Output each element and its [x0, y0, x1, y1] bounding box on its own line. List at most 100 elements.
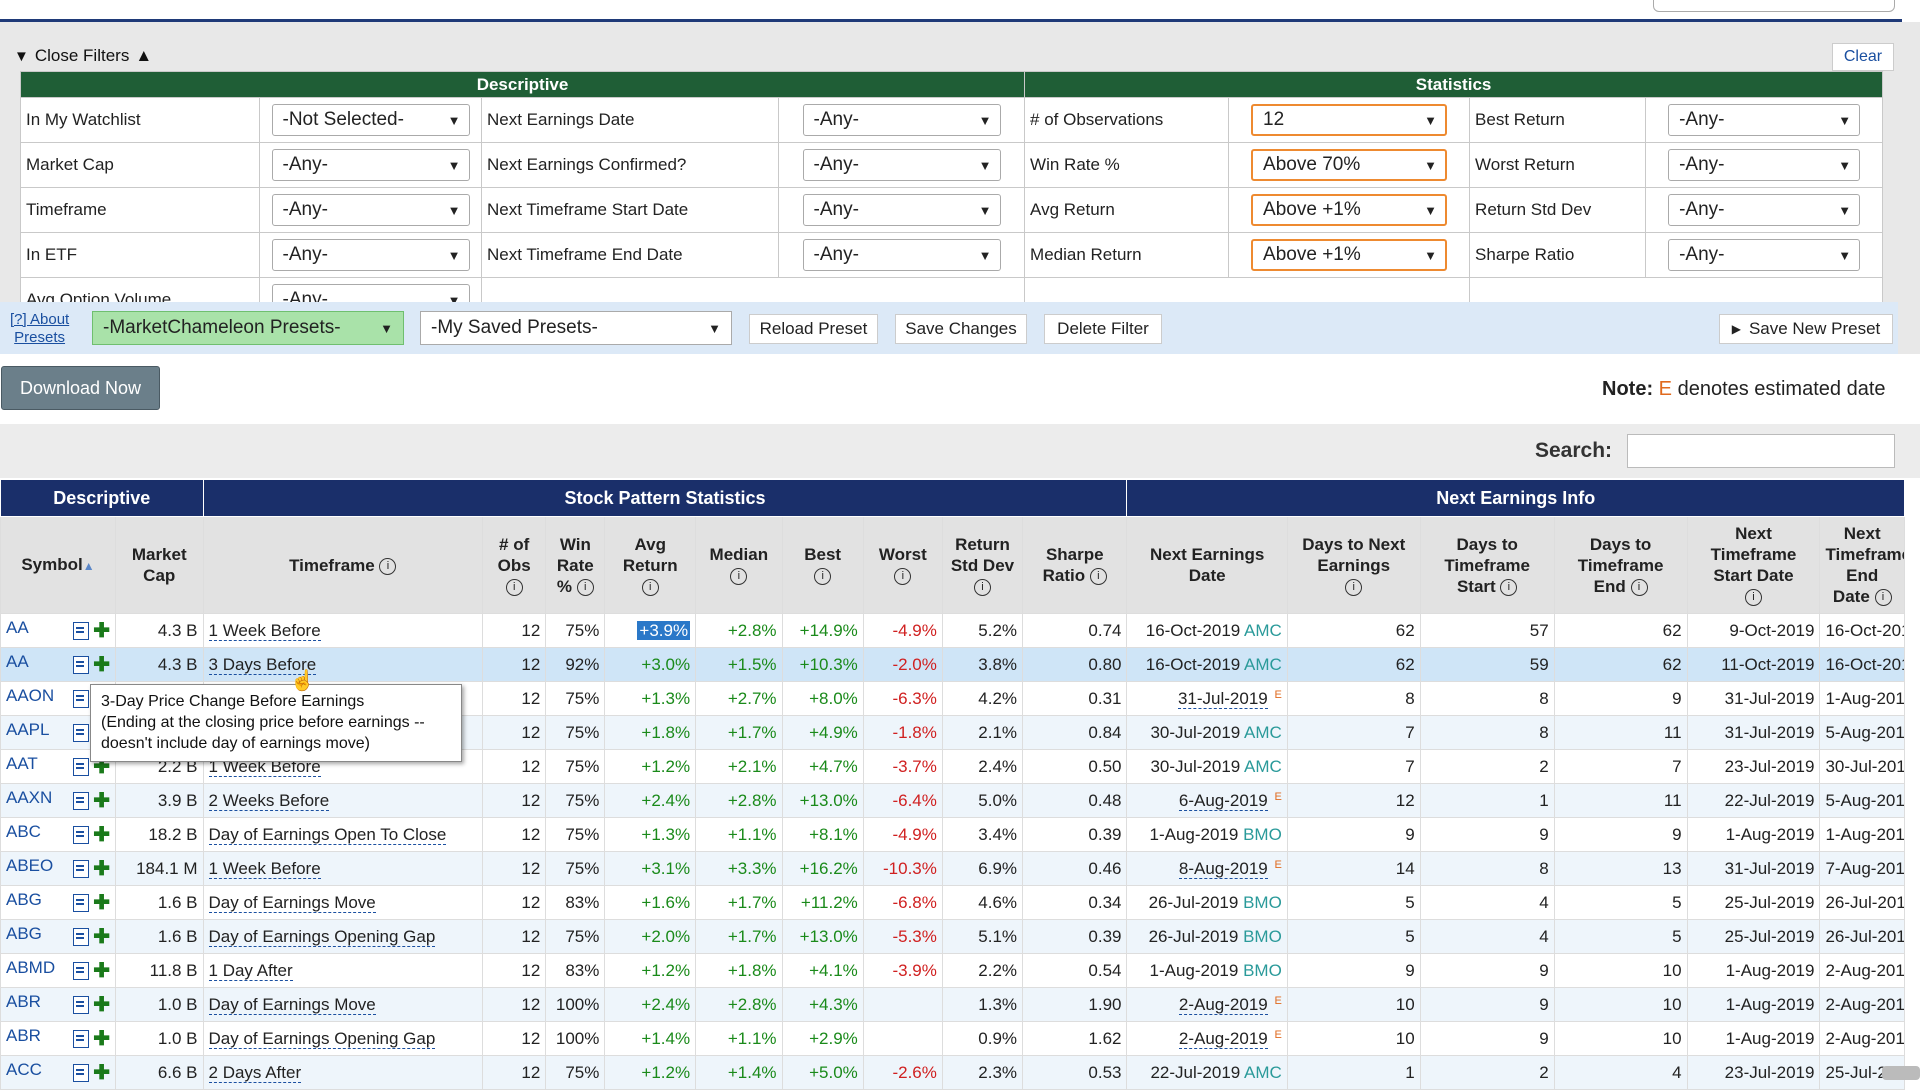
timeframe-cell[interactable]: Day of Earnings Move — [202, 987, 484, 1022]
col-header-avg-return[interactable]: Avg Return i — [604, 516, 697, 614]
table-row[interactable]: ABR ✚ 1.0 B Day of Earnings Move 12 100% … — [0, 987, 1905, 1022]
watchlist-select[interactable]: -Not Selected- ▼ — [271, 104, 470, 136]
sharpe-ratio-select[interactable]: -Any- ▼ — [1668, 239, 1861, 271]
timeframe-link[interactable]: 2 Days After — [208, 1062, 302, 1083]
timeframe-link[interactable]: 2 Weeks Before — [208, 790, 330, 811]
win-rate-select[interactable]: Above 70% ▼ — [1251, 149, 1448, 181]
col-header-market-cap[interactable]: Market Cap — [114, 516, 204, 614]
table-row[interactable]: AA ✚ 4.3 B 3 Days Before 12 92% +3.0% +1.… — [0, 647, 1905, 682]
about-presets-link[interactable]: [?] About Presets — [10, 311, 70, 346]
timeframe-link[interactable]: 1 Week Before — [208, 858, 321, 879]
top-search-box[interactable] — [1653, 0, 1895, 12]
close-filters-toggle[interactable]: ▼ Close Filters ▲ — [14, 46, 152, 66]
add-icon[interactable]: ✚ — [93, 620, 110, 642]
symbol-cell[interactable]: ABR ✚ — [0, 1021, 116, 1056]
document-icon[interactable] — [73, 621, 90, 640]
table-row[interactable]: AAT ✚ 2.2 B 1 Week Before 12 75% +1.2% +2… — [0, 749, 1905, 784]
col-header-next-earnings-date[interactable]: Next Earnings Date — [1126, 516, 1288, 614]
symbol-cell[interactable]: ABC ✚ — [0, 817, 116, 852]
table-row[interactable]: AA ✚ 4.3 B 1 Week Before 12 75% +3.9% +2.… — [0, 613, 1905, 648]
table-row[interactable]: ABG ✚ 1.6 B Day of Earnings Opening Gap 1… — [0, 919, 1905, 954]
col-header-symbol[interactable]: Symbol▲ — [0, 516, 116, 614]
col-header-tf-end-date[interactable]: Next Timeframe End Date i — [1819, 516, 1905, 614]
document-icon[interactable] — [73, 757, 90, 776]
add-icon[interactable]: ✚ — [93, 892, 110, 914]
document-icon[interactable] — [73, 1029, 90, 1048]
symbol-cell[interactable]: ACC ✚ — [0, 1055, 116, 1090]
horizontal-scrollbar[interactable] — [1882, 1066, 1920, 1080]
col-header-days-tf-end[interactable]: Days to Timeframe End i — [1553, 516, 1688, 614]
col-header-return-std[interactable]: Return Std Dev i — [941, 516, 1024, 614]
timeframe-link[interactable]: 1 Week Before — [208, 620, 321, 641]
col-header-days-next-earnings[interactable]: Days to Next Earnings i — [1286, 516, 1421, 614]
table-row[interactable]: ABR ✚ 1.0 B Day of Earnings Opening Gap 1… — [0, 1021, 1905, 1056]
timeframe-cell[interactable]: Day of Earnings Opening Gap — [202, 919, 484, 954]
observations-select[interactable]: 12 ▼ — [1251, 104, 1448, 136]
timeframe-end-select[interactable]: -Any- ▼ — [802, 239, 1001, 271]
timeframe-cell[interactable]: 1 Day After — [202, 953, 484, 988]
timeframe-cell[interactable]: Day of Earnings Open To Close — [202, 817, 484, 852]
symbol-cell[interactable]: AA ✚ — [0, 613, 116, 648]
document-icon[interactable] — [73, 859, 90, 878]
table-search-input[interactable] — [1627, 434, 1895, 468]
col-header-win-rate[interactable]: Win Rate % i — [545, 516, 606, 614]
timeframe-cell[interactable]: Day of Earnings Move — [202, 885, 484, 920]
in-etf-select[interactable]: -Any- ▼ — [271, 239, 470, 271]
timeframe-cell[interactable]: 1 Week Before — [202, 851, 484, 886]
add-icon[interactable]: ✚ — [93, 790, 110, 812]
download-now-button[interactable]: Download Now — [1, 366, 160, 410]
symbol-cell[interactable]: AA ✚ — [0, 647, 116, 682]
add-icon[interactable]: ✚ — [93, 994, 110, 1016]
document-icon[interactable] — [73, 655, 90, 674]
add-icon[interactable]: ✚ — [93, 824, 110, 846]
market-cap-select[interactable]: -Any- ▼ — [271, 149, 470, 181]
table-row[interactable]: AAXN ✚ 3.9 B 2 Weeks Before 12 75% +2.4% … — [0, 783, 1905, 818]
table-row[interactable]: ABC ✚ 18.2 B Day of Earnings Open To Clos… — [0, 817, 1905, 852]
table-row[interactable]: ABMD ✚ 11.8 B 1 Day After 12 83% +1.2% +1… — [0, 953, 1905, 988]
delete-filter-button[interactable]: Delete Filter — [1044, 314, 1162, 344]
symbol-cell[interactable]: ABMD ✚ — [0, 953, 116, 988]
clear-button[interactable]: Clear — [1832, 43, 1894, 71]
col-header-tf-start-date[interactable]: Next Timeframe Start Date i — [1686, 516, 1821, 614]
timeframe-link[interactable]: 1 Day After — [208, 960, 293, 981]
col-header-sharpe[interactable]: Sharpe Ratio i — [1022, 516, 1128, 614]
add-icon[interactable]: ✚ — [93, 858, 110, 880]
col-header-timeframe[interactable]: Timeframe i — [202, 516, 484, 614]
timeframe-cell[interactable]: 2 Days After — [202, 1055, 484, 1090]
earnings-confirmed-select[interactable]: -Any- ▼ — [802, 149, 1001, 181]
add-icon[interactable]: ✚ — [93, 1028, 110, 1050]
document-icon[interactable] — [73, 689, 90, 708]
timeframe-link[interactable]: 3 Days Before — [208, 654, 317, 675]
timeframe-cell[interactable]: Day of Earnings Opening Gap — [202, 1021, 484, 1056]
marketchameleon-presets-select[interactable]: -MarketChameleon Presets- ▼ — [92, 311, 404, 345]
table-row[interactable]: ABEO ✚ 184.1 M 1 Week Before 12 75% +3.1%… — [0, 851, 1905, 886]
avg-return-select[interactable]: Above +1% ▼ — [1251, 194, 1448, 226]
return-std-select[interactable]: -Any- ▼ — [1668, 194, 1861, 226]
symbol-cell[interactable]: AAXN ✚ — [0, 783, 116, 818]
document-icon[interactable] — [73, 893, 90, 912]
document-icon[interactable] — [73, 927, 90, 946]
timeframe-cell[interactable]: 1 Week Before — [202, 613, 484, 648]
timeframe-link[interactable]: Day of Earnings Move — [208, 892, 376, 913]
save-changes-button[interactable]: Save Changes — [895, 314, 1027, 344]
symbol-cell[interactable]: ABEO ✚ — [0, 851, 116, 886]
timeframe-start-select[interactable]: -Any- ▼ — [802, 194, 1001, 226]
add-icon[interactable]: ✚ — [93, 960, 110, 982]
document-icon[interactable] — [73, 995, 90, 1014]
document-icon[interactable] — [73, 961, 90, 980]
next-earnings-date-select[interactable]: -Any- ▼ — [802, 104, 1001, 136]
col-header-median[interactable]: Median i — [695, 516, 783, 614]
document-icon[interactable] — [73, 791, 90, 810]
worst-return-select[interactable]: -Any- ▼ — [1668, 149, 1861, 181]
timeframe-select[interactable]: -Any- ▼ — [271, 194, 470, 226]
symbol-cell[interactable]: ABR ✚ — [0, 987, 116, 1022]
col-header-obs[interactable]: # of Obs i — [482, 516, 547, 614]
document-icon[interactable] — [73, 825, 90, 844]
reload-preset-button[interactable]: Reload Preset — [749, 314, 878, 344]
symbol-cell[interactable]: ABG ✚ — [0, 885, 116, 920]
save-new-preset-button[interactable]: ▶ Save New Preset — [1719, 314, 1893, 344]
add-icon[interactable]: ✚ — [93, 654, 110, 676]
document-icon[interactable] — [73, 1063, 90, 1082]
table-row[interactable]: ABG ✚ 1.6 B Day of Earnings Move 12 83% +… — [0, 885, 1905, 920]
add-icon[interactable]: ✚ — [93, 1062, 110, 1084]
